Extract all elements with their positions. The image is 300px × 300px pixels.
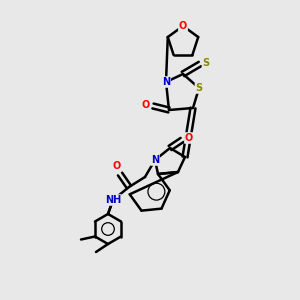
Text: S: S — [195, 83, 203, 93]
Text: O: O — [185, 133, 193, 143]
Text: N: N — [162, 77, 170, 87]
Text: N: N — [151, 155, 159, 165]
Text: O: O — [113, 161, 121, 171]
Text: NH: NH — [105, 195, 121, 205]
Text: O: O — [142, 100, 150, 110]
Text: O: O — [179, 21, 187, 31]
Text: S: S — [202, 58, 210, 68]
